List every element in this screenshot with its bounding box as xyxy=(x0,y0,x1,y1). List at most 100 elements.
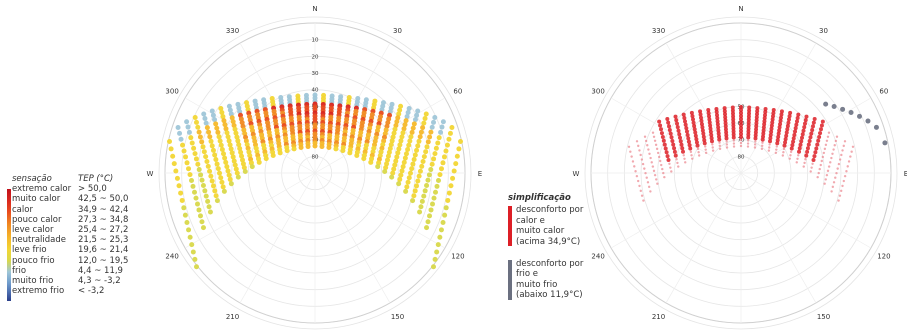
sun-path-point-hot xyxy=(811,157,816,162)
sun-path-point xyxy=(403,188,409,194)
sun-path-point-hot xyxy=(755,106,760,111)
azimuth-label: 330 xyxy=(652,27,665,35)
sun-path-point-hot xyxy=(822,151,826,155)
sun-path-point xyxy=(235,138,241,144)
sun-path-point xyxy=(412,152,418,158)
simplification-items: desconforto por calor e muito calor (acima … xyxy=(508,205,583,300)
sun-path-point-cold xyxy=(857,113,863,119)
sun-path-point xyxy=(221,188,227,194)
sun-path-point-hot xyxy=(763,110,768,115)
sun-path-point xyxy=(396,181,402,187)
sun-path-point-hot xyxy=(823,182,826,185)
sun-path-point-hot xyxy=(715,113,720,118)
sun-path-point xyxy=(426,172,432,178)
sun-path-point xyxy=(234,170,240,176)
sun-path-point xyxy=(326,145,332,151)
sun-path-point-hot xyxy=(789,146,794,151)
sun-path-point xyxy=(419,198,425,204)
sun-path-point xyxy=(242,168,248,174)
sun-path-point-hot xyxy=(637,144,640,148)
legend-row: leve frio 19,6 ~ 21,4 xyxy=(12,245,148,255)
sun-path-point xyxy=(210,147,216,153)
sun-path-point xyxy=(424,225,430,231)
sun-path-point xyxy=(415,178,421,184)
azimuth-label: 120 xyxy=(877,253,890,261)
sun-path-point-hot xyxy=(739,129,743,133)
sun-path-point xyxy=(189,140,195,146)
sun-path-point-hot xyxy=(805,146,810,151)
sun-path-point-hot xyxy=(803,161,806,165)
sun-path-point xyxy=(219,110,225,116)
sun-path-point-hot xyxy=(697,151,700,154)
simplification-swatch xyxy=(508,206,512,246)
sun-path-point-hot xyxy=(769,123,774,128)
sun-path-point-hot xyxy=(732,142,736,145)
sun-path-point xyxy=(239,153,245,159)
sun-path-point-hot xyxy=(656,151,660,155)
sun-path-point-hot xyxy=(805,149,810,154)
sun-path-point xyxy=(225,134,231,140)
sun-path-point-hot xyxy=(739,114,743,118)
legend-sensation-label: neutralidade xyxy=(12,235,66,246)
sun-path-point-hot xyxy=(746,117,751,122)
azimuth-label: N xyxy=(312,5,317,13)
sun-path-point-hot xyxy=(666,157,671,162)
sun-path-point xyxy=(194,264,199,270)
azimuth-spoke xyxy=(740,42,817,174)
sun-path-point-hot xyxy=(676,128,681,133)
sun-path-point xyxy=(221,118,227,124)
sun-path-point xyxy=(449,124,455,130)
sun-path-point-hot xyxy=(725,140,728,143)
sun-path-point-hot xyxy=(814,146,819,151)
sun-path-point-hot xyxy=(754,124,759,129)
sun-path-point-hot xyxy=(746,135,751,140)
sun-path-point-hot xyxy=(836,167,839,170)
sun-path-point-hot xyxy=(723,112,728,117)
sun-path-point xyxy=(192,114,198,120)
sun-path-point xyxy=(407,170,413,176)
sun-path-point xyxy=(186,227,192,233)
sun-path-point xyxy=(218,142,224,148)
sun-path-point xyxy=(202,188,208,194)
sun-path-point-hot xyxy=(672,149,677,154)
sun-path-point-hot xyxy=(732,139,736,142)
sun-path-point-hot xyxy=(801,128,806,133)
sun-path-point-hot xyxy=(687,143,692,148)
sun-path-point-hot xyxy=(746,132,751,137)
azimuth-spoke xyxy=(239,42,316,174)
sun-path-point-hot xyxy=(675,121,680,126)
sun-path-point-hot xyxy=(775,141,780,146)
sun-path-point-hot xyxy=(779,112,784,117)
sun-path-point-hot xyxy=(673,153,678,158)
sun-path-point xyxy=(233,166,239,172)
sun-path-point-hot xyxy=(746,139,750,142)
sun-path-point-hot xyxy=(843,140,847,143)
sun-path-point xyxy=(406,106,412,112)
sun-path-point xyxy=(443,148,449,154)
sun-path-point xyxy=(437,234,443,240)
sun-path-point-hot xyxy=(708,129,713,134)
sun-path-point xyxy=(206,204,212,210)
sun-path-point-hot xyxy=(810,127,815,132)
sun-path-point-hot xyxy=(668,131,673,136)
sun-path-point-hot xyxy=(746,120,751,125)
sun-path-point-hot xyxy=(785,127,790,132)
sun-path-point-hot xyxy=(679,142,684,147)
sun-path-point-hot xyxy=(830,190,833,193)
sun-path-point-hot xyxy=(690,154,693,157)
sun-path-point xyxy=(432,189,438,195)
legend-row: muito frio 4,3 ~ -3,2 xyxy=(12,276,148,286)
sun-path-point-hot xyxy=(797,149,802,154)
sun-path-point-hot xyxy=(761,134,766,139)
sun-path-point-hot xyxy=(708,123,713,128)
sun-path-point-hot xyxy=(640,158,644,161)
sun-path-point xyxy=(270,153,276,159)
legend-row: extremo frio < -3,2 xyxy=(12,286,148,296)
sun-path-point xyxy=(189,177,195,183)
sun-path-point-cold xyxy=(823,101,829,107)
sun-path-point-hot xyxy=(661,167,664,171)
sun-path-point-hot xyxy=(676,161,679,165)
sun-path-point-hot xyxy=(837,162,841,166)
sun-path-point-hot xyxy=(699,115,704,120)
sun-path-point-hot xyxy=(690,114,695,119)
